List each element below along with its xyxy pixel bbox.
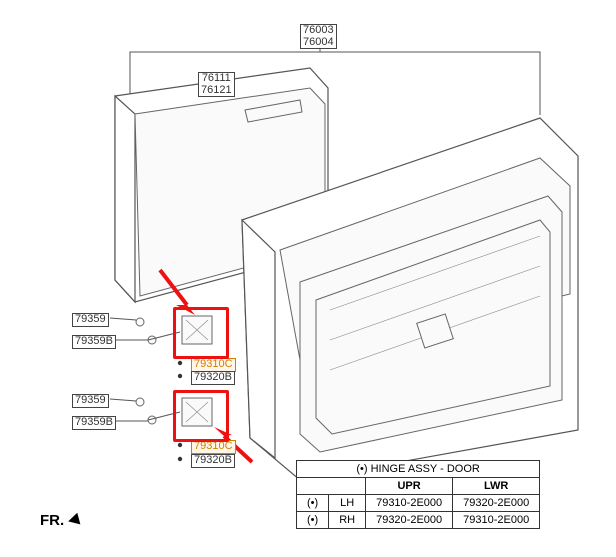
col-lwr: LWR [453, 478, 540, 495]
label-76111-76121: 76111 76121 [198, 72, 235, 97]
cell: 79320-2E000 [453, 495, 540, 512]
highlight-box-upper [173, 307, 229, 359]
col-blank [297, 478, 366, 495]
front-label: FR. [40, 512, 64, 529]
hinge-bolts [110, 318, 180, 424]
label-79359b-upper: 79359B [72, 335, 116, 349]
cell: 79320-2E000 [366, 512, 453, 529]
cell: RH [329, 512, 366, 529]
table-row: (•) LH 79310-2E000 79320-2E000 [297, 495, 540, 512]
label-line: 76003 [303, 25, 334, 37]
row-prefix: (•) [297, 495, 329, 512]
label-79359-upper: 79359 [72, 313, 109, 327]
front-direction-marker: FR. [40, 512, 79, 529]
table-title: (•) HINGE ASSY - DOOR [297, 461, 540, 478]
highlight-box-lower [173, 390, 229, 442]
front-arrow-icon [67, 513, 81, 527]
label-line: 76004 [303, 37, 334, 49]
cell: LH [329, 495, 366, 512]
label-79359-lower: 79359 [72, 394, 109, 408]
label-79310c-lower: 79310C [191, 440, 236, 454]
table-row: (•) RH 79320-2E000 79310-2E000 [297, 512, 540, 529]
label-line: 76121 [201, 85, 232, 97]
row-prefix: (•) [297, 512, 329, 529]
cell: 79310-2E000 [366, 495, 453, 512]
col-upr: UPR [366, 478, 453, 495]
label-79310c-upper: 79310C [191, 358, 236, 372]
label-79320b-upper: 79320B [191, 371, 235, 385]
hinge-parts-table: (•) HINGE ASSY - DOOR UPR LWR (•) LH 793… [296, 460, 540, 529]
label-76003-76004: 76003 76004 [300, 24, 337, 49]
label-79359b-lower: 79359B [72, 416, 116, 430]
label-line: 76111 [201, 73, 232, 85]
cell: 79310-2E000 [453, 512, 540, 529]
label-79320b-lower: 79320B [191, 454, 235, 468]
